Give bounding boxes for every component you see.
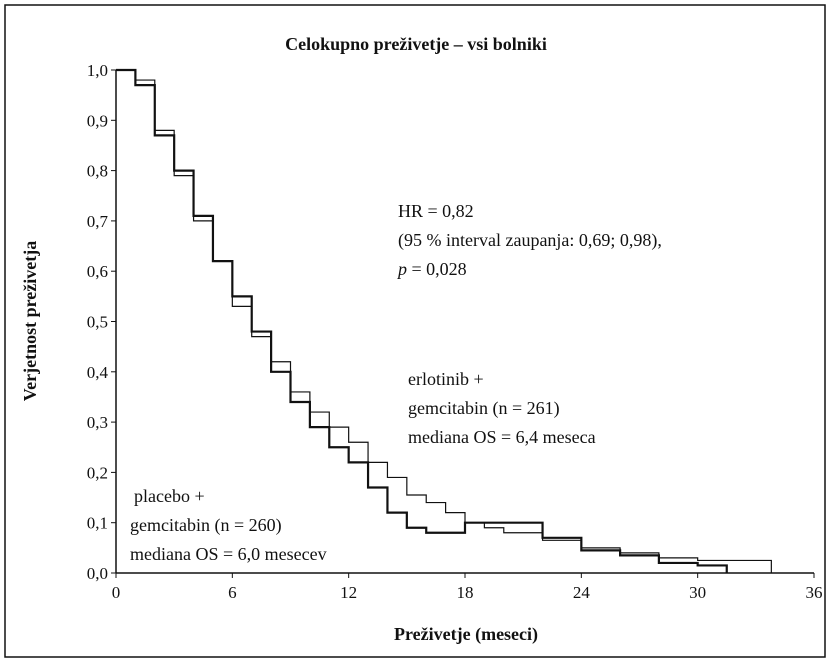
y-tick-label: 0,8: [87, 162, 108, 181]
y-tick-label: 1,0: [87, 61, 108, 80]
x-tick-label: 24: [573, 583, 591, 602]
series-label: mediana OS = 6,0 mesecev: [130, 544, 327, 564]
x-tick-label: 6: [228, 583, 237, 602]
annotation: HR = 0,82: [398, 201, 474, 221]
y-tick-label: 0,7: [87, 212, 109, 231]
frame: [4, 4, 826, 658]
y-tick-label: 0,5: [87, 313, 108, 332]
y-axis-label: Verjetnost preživetja: [20, 241, 40, 401]
survival-curve: [116, 69, 772, 573]
series-label: gemcitabin (n = 261): [408, 398, 560, 419]
x-tick-label: 30: [689, 583, 706, 602]
x-tick-label: 36: [806, 583, 823, 602]
x-tick-label: 12: [340, 583, 357, 602]
y-tick-label: 0,4: [87, 363, 109, 382]
x-tick-label: 0: [112, 583, 121, 602]
x-tick-label: 18: [457, 583, 474, 602]
annotation-text: = 0,028: [407, 259, 467, 279]
y-tick-label: 0,3: [87, 413, 108, 432]
y-tick-label: 0,9: [87, 111, 108, 130]
y-tick-label: 0,6: [87, 262, 108, 281]
y-tick-label: 0,0: [87, 564, 108, 583]
survival-curve: [116, 68, 728, 573]
series-label: erlotinib +: [408, 369, 484, 389]
annotation: (95 % interval zaupanja: 0,69; 0,98),: [398, 230, 662, 251]
annotation-italic: p: [396, 259, 407, 279]
series-label: placebo +: [134, 486, 205, 506]
series-label: mediana OS = 6,4 meseca: [408, 427, 596, 447]
annotation: p = 0,028: [396, 259, 467, 279]
y-tick-label: 0,2: [87, 463, 108, 482]
x-axis-label: Preživetje (meseci): [394, 624, 538, 645]
y-tick-label: 0,1: [87, 514, 108, 533]
chart-title: Celokupno preživetje – vsi bolniki: [285, 34, 547, 54]
series-label: gemcitabin (n = 260): [130, 515, 282, 536]
